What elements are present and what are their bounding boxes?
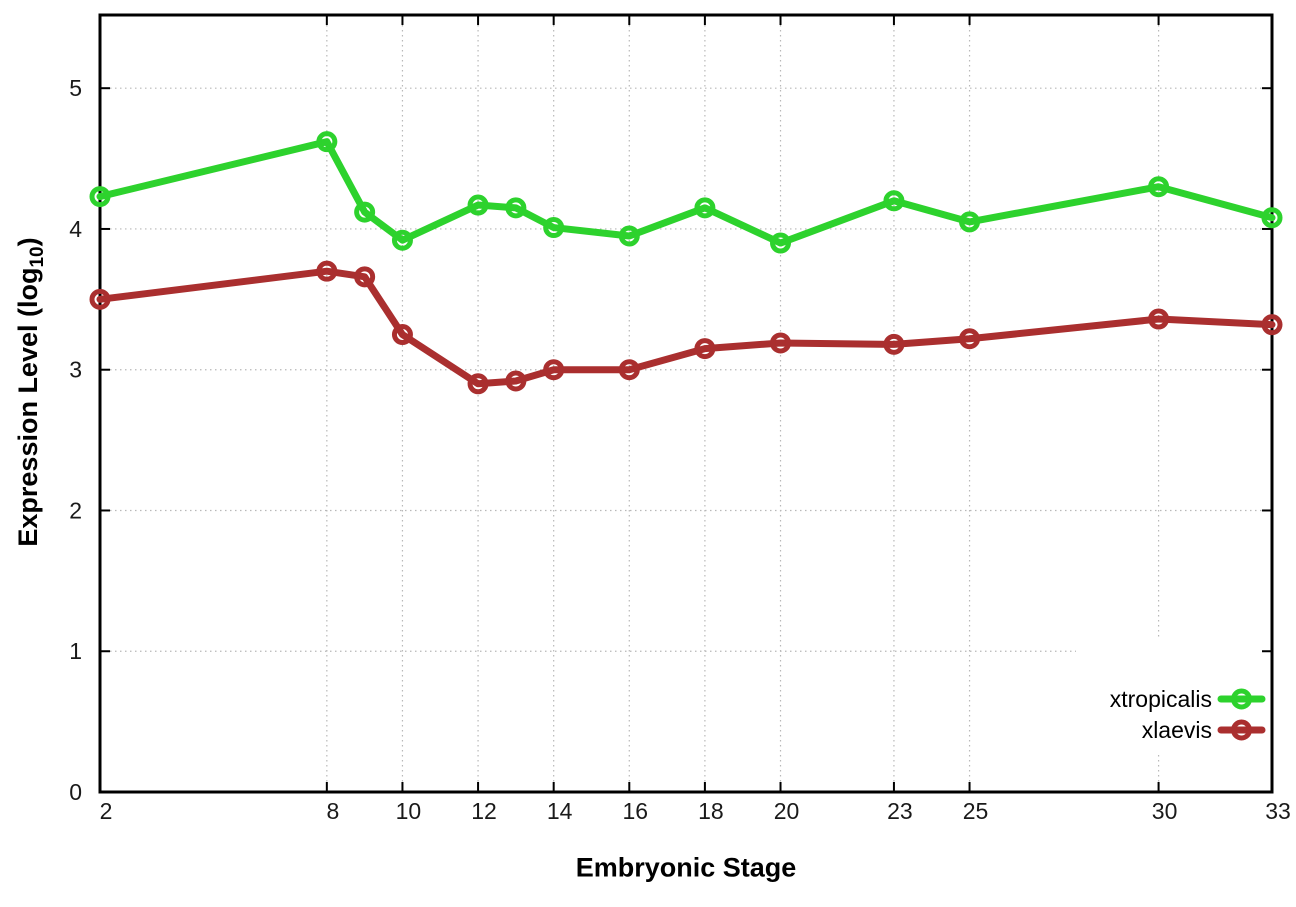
data-point-xlaevis	[770, 332, 792, 354]
data-point-xtropicalis	[316, 131, 338, 153]
legend-label-xtropicalis: xtropicalis	[1110, 686, 1212, 712]
x-tick-label: 18	[698, 798, 724, 824]
x-tick-label: 25	[963, 798, 989, 824]
data-point-xlaevis	[354, 266, 376, 288]
data-point-xlaevis	[959, 328, 981, 350]
legend-marker-xtropicalis	[1231, 688, 1252, 710]
data-point-xtropicalis	[694, 197, 716, 219]
data-point-xtropicalis	[618, 225, 640, 247]
x-tick-label: 30	[1152, 798, 1178, 824]
plot-border	[98, 13, 1274, 794]
data-point-xlaevis	[883, 333, 905, 355]
series-line-xtropicalis	[96, 138, 1276, 247]
data-point-xtropicalis	[89, 186, 111, 208]
data-point-xlaevis	[1261, 314, 1283, 336]
legend-label-xlaevis: xlaevis	[1142, 717, 1212, 743]
legend-marker-xlaevis	[1231, 719, 1252, 741]
data-point-xlaevis	[391, 324, 413, 346]
data-point-xtropicalis	[1148, 176, 1170, 198]
data-point-xtropicalis	[354, 201, 376, 223]
x-tick-label: 16	[622, 798, 648, 824]
x-tick-label: 23	[887, 798, 913, 824]
x-tick-label: 14	[547, 798, 573, 824]
data-point-xlaevis	[316, 260, 338, 282]
x-tick-label: 12	[471, 798, 497, 824]
y-axis-title-text: Expression Level (log	[12, 267, 43, 547]
x-tick-label: 33	[1265, 798, 1291, 824]
x-axis-title: Embryonic Stage	[575, 852, 797, 883]
data-point-xtropicalis	[883, 190, 905, 212]
data-point-xlaevis	[694, 338, 716, 360]
y-tick-label: 0	[69, 779, 82, 805]
data-point-xtropicalis	[467, 194, 489, 216]
x-tick-label: 20	[774, 798, 800, 824]
y-axis-title-suffix: )	[12, 237, 43, 247]
data-point-xlaevis	[543, 359, 565, 381]
y-tick-label: 5	[69, 75, 82, 101]
data-point-xtropicalis	[505, 197, 527, 219]
data-point-xtropicalis	[959, 211, 981, 233]
x-tick-label: 10	[396, 798, 422, 824]
y-tick-label: 3	[69, 357, 82, 383]
data-point-xlaevis	[618, 359, 640, 381]
y-axis-title-subscript: 10	[27, 246, 49, 268]
x-tick-label: 8	[326, 798, 339, 824]
y-axis-title: Expression Level (log10)	[13, 237, 49, 546]
series-line-xlaevis	[96, 267, 1276, 388]
x-tick-label: 2	[100, 798, 113, 824]
data-point-xtropicalis	[391, 229, 413, 251]
data-point-xtropicalis	[543, 217, 565, 239]
y-tick-label: 2	[69, 497, 82, 523]
data-point-xlaevis	[467, 373, 489, 395]
y-tick-label: 1	[69, 638, 82, 664]
data-point-xlaevis	[89, 288, 111, 310]
data-point-xlaevis	[505, 370, 527, 392]
data-point-xtropicalis	[770, 232, 792, 254]
data-point-xlaevis	[1148, 308, 1170, 330]
data-point-xtropicalis	[1261, 207, 1283, 229]
y-tick-label: 4	[69, 216, 82, 242]
